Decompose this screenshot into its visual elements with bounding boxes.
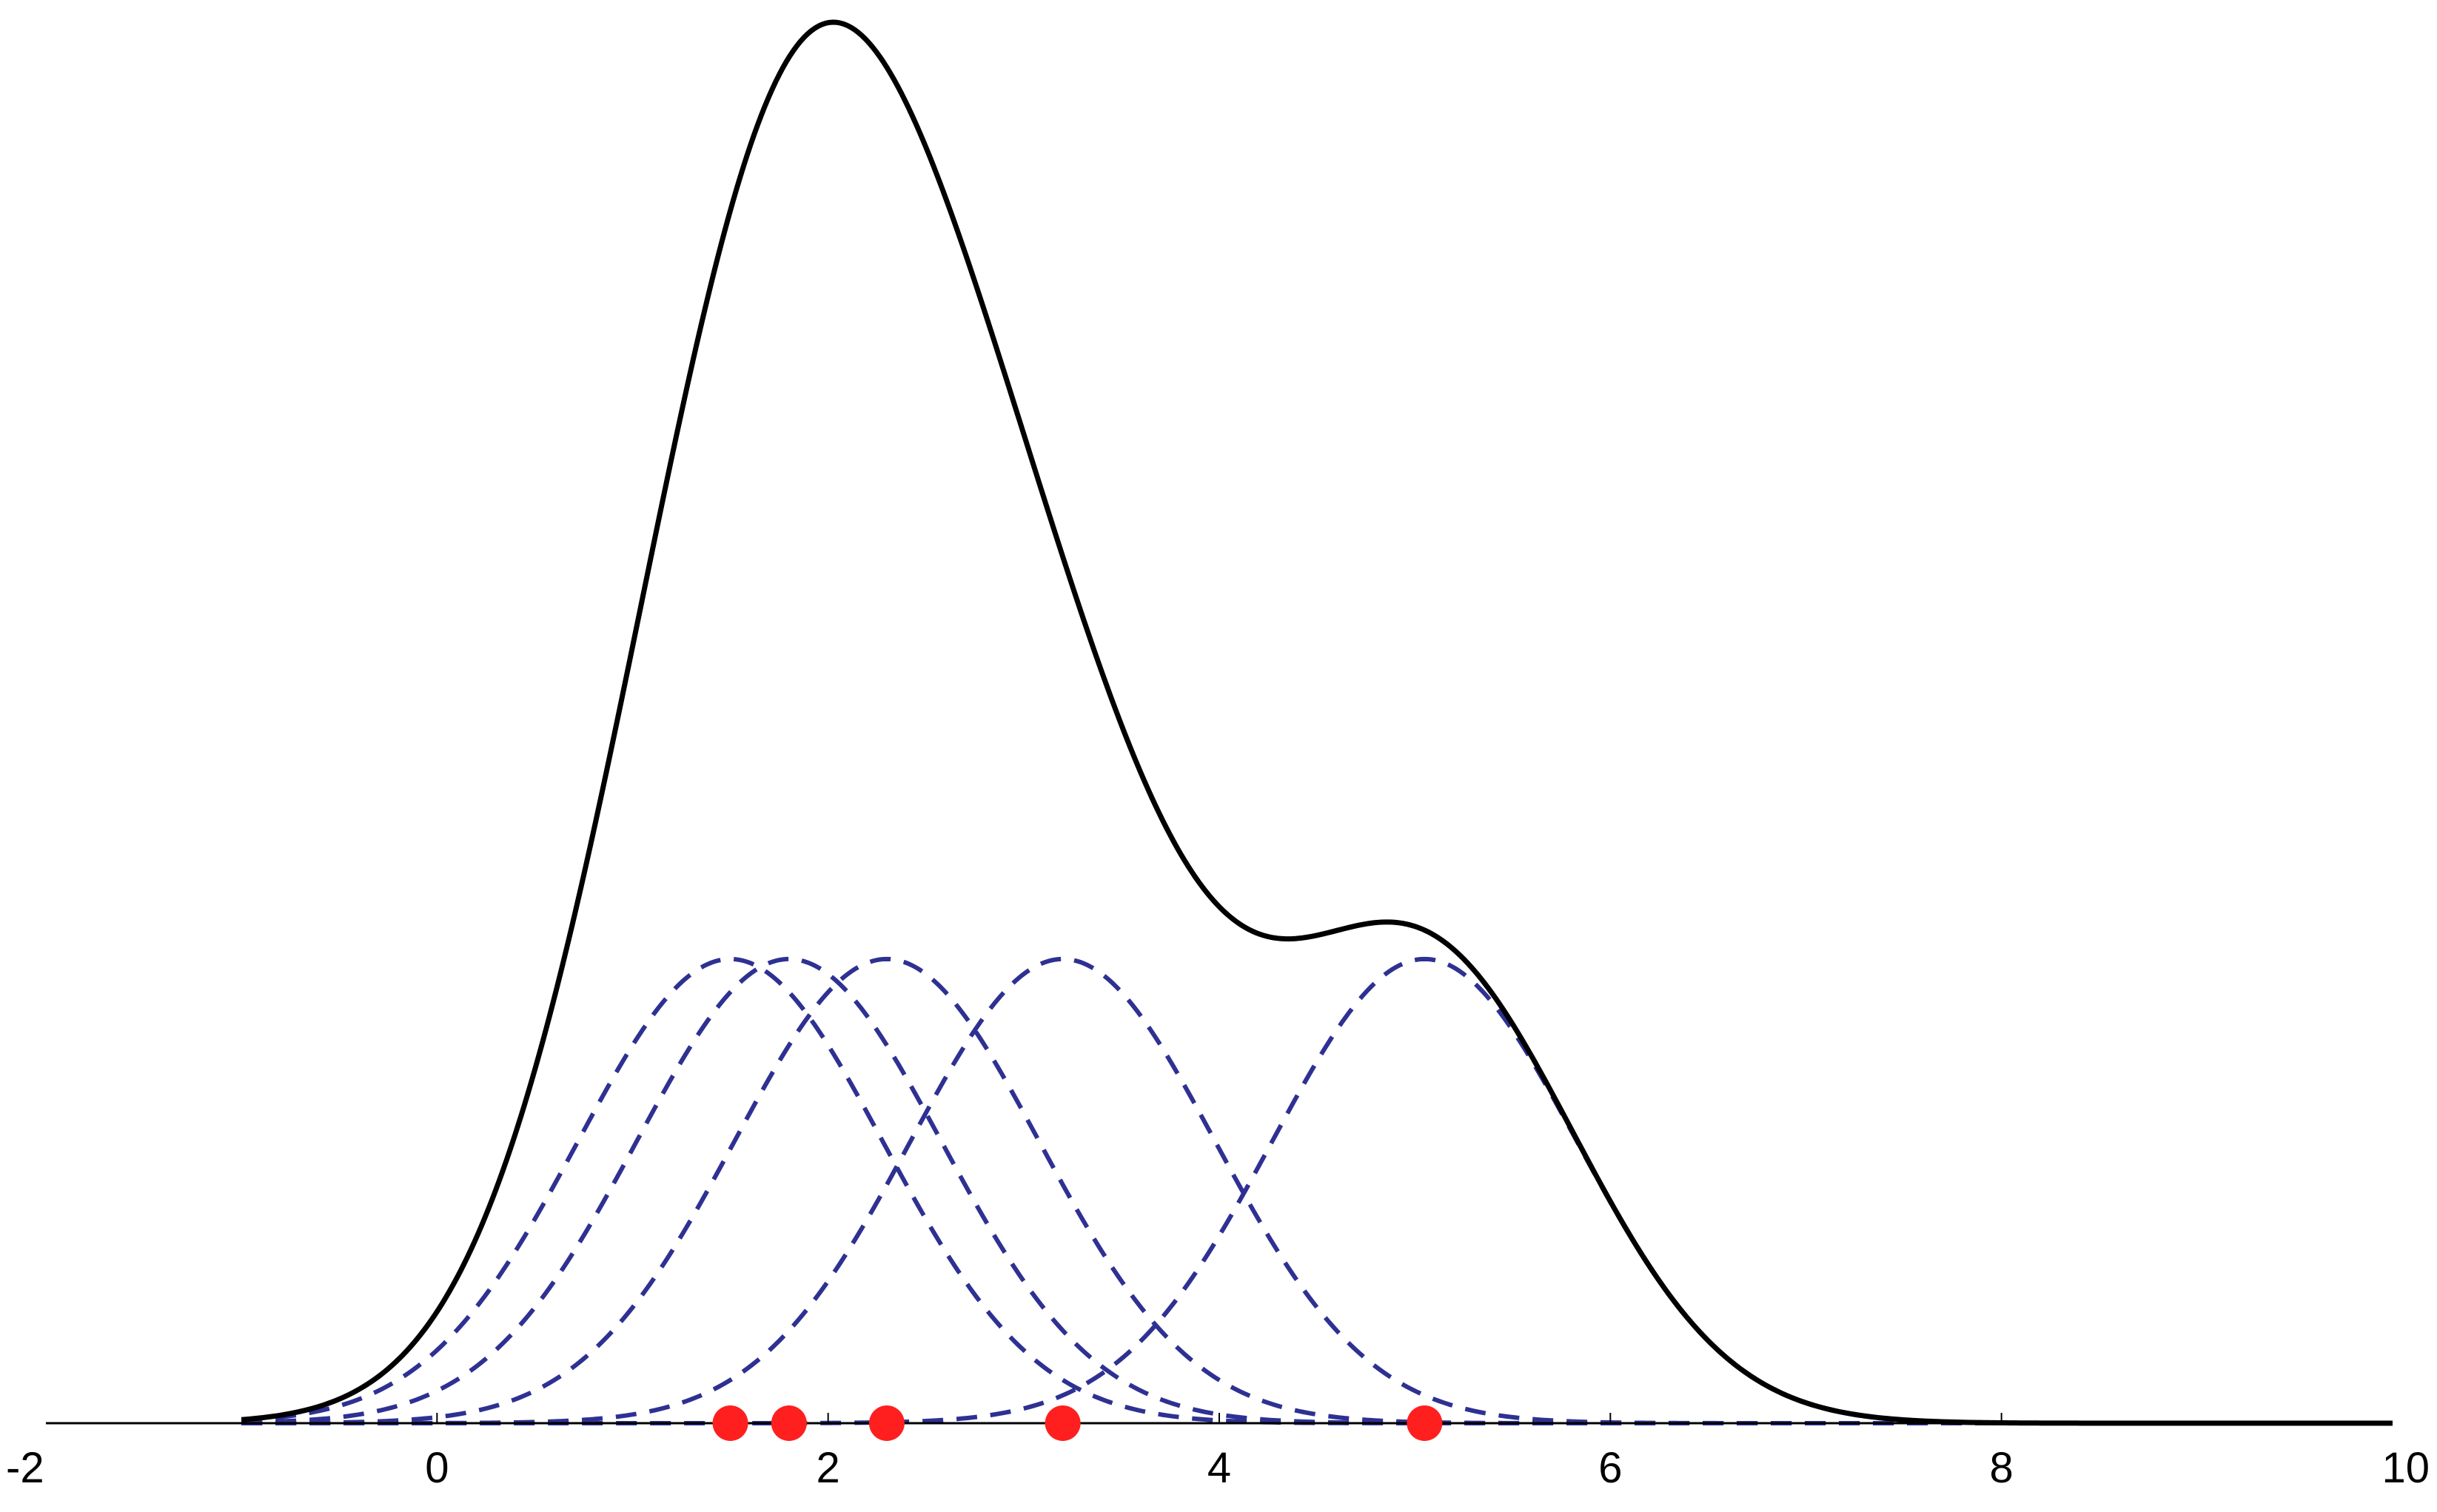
x-tick-label: 10 — [2381, 1444, 2430, 1492]
data-points-layer — [712, 1405, 1443, 1441]
data-point — [1407, 1405, 1443, 1441]
x-tick-label: 0 — [425, 1444, 449, 1492]
data-point — [1045, 1405, 1081, 1441]
kde-curve — [241, 19, 2393, 1426]
kernel-curves-layer — [241, 956, 2393, 1425]
x-tick-label: 4 — [1207, 1444, 1231, 1492]
kernel-curve-4 — [241, 956, 2393, 1425]
x-tick-label: 6 — [1598, 1444, 1622, 1492]
x-tick-label: -2 — [6, 1444, 44, 1492]
kernel-curve-5 — [241, 956, 2393, 1425]
kernel-curve-2 — [241, 956, 2393, 1425]
kernel-curve-1 — [241, 956, 2393, 1425]
x-tick-label: 8 — [1990, 1444, 2014, 1492]
x-tick-label: 2 — [817, 1444, 840, 1492]
kernel-curve-3 — [241, 956, 2393, 1425]
data-point — [868, 1405, 905, 1441]
x-axis: -2 0 2 4 6 8 10 — [6, 1413, 2430, 1492]
data-point — [712, 1405, 748, 1441]
kde-curve-layer — [241, 19, 2393, 1426]
data-point — [771, 1405, 807, 1441]
